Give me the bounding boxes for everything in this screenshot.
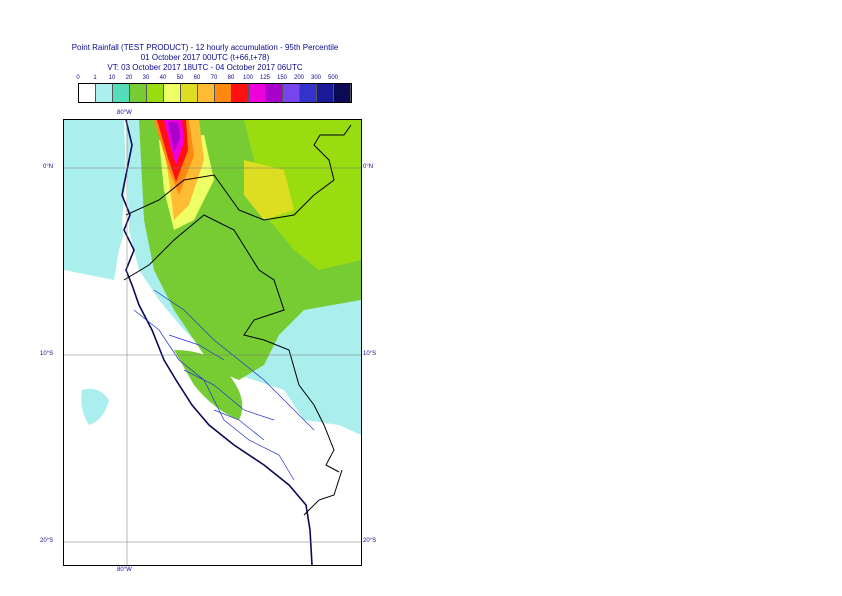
legend-label: 80: [227, 75, 235, 81]
legend-swatch: [334, 84, 351, 102]
legend-swatch: [164, 84, 181, 102]
offshore-rain-patch: [81, 388, 109, 425]
legend-swatch: [300, 84, 317, 102]
coastline: [121, 120, 313, 565]
regional-borders: [133, 289, 315, 481]
legend-label: 150: [276, 75, 288, 81]
legend-label: 1: [93, 75, 97, 81]
national-border-east: [123, 214, 340, 473]
map-svg: [64, 120, 361, 565]
lat-label-0-left: 0°N: [43, 164, 54, 170]
legend-swatch: [181, 84, 198, 102]
base-time-label: 01 October 2017 00UTC (t+66,t+78): [140, 53, 270, 62]
legend-label: 200: [293, 75, 305, 81]
legend-swatch: [266, 84, 283, 102]
lat-label-20-right: 20°S: [363, 538, 377, 544]
lat-label-10-left: 10°S: [40, 351, 54, 357]
legend-label: 70: [210, 75, 218, 81]
legend-label: 100: [242, 75, 254, 81]
lat-label-10-right: 10°S: [363, 351, 377, 357]
legend-swatch: [130, 84, 147, 102]
chart-title: Point Rainfall (TEST PRODUCT) - 12 hourl…: [71, 43, 339, 52]
legend-label: 60: [193, 75, 201, 81]
legend-label: 30: [142, 75, 150, 81]
legend-swatch: [96, 84, 113, 102]
legend-label: 300: [310, 75, 322, 81]
lat-label-0-right: 0°N: [363, 164, 374, 170]
legend-swatch: [79, 84, 96, 102]
rain-20mm-south: [174, 350, 243, 420]
rainfall-map: [63, 119, 362, 566]
legend-label: 500: [327, 75, 339, 81]
legend-swatch: [113, 84, 130, 102]
legend-swatch: [249, 84, 266, 102]
legend-swatch: [215, 84, 232, 102]
rain-150mm-area: [168, 122, 180, 152]
legend-label: 50: [176, 75, 184, 81]
legend-swatch: [147, 84, 164, 102]
legend-label: 0: [76, 75, 80, 81]
validity-time-label: VT: 03 October 2017 18UTC - 04 October 2…: [107, 63, 303, 72]
national-border-south: [303, 469, 343, 516]
legend-swatch: [317, 84, 334, 102]
lon-label-bottom: 80°W: [117, 567, 132, 573]
legend-label: 10: [108, 75, 116, 81]
legend-swatch: [198, 84, 215, 102]
legend-swatch: [283, 84, 300, 102]
lat-label-20-left: 20°S: [40, 538, 54, 544]
legend-label: 125: [259, 75, 271, 81]
color-legend: [78, 83, 352, 103]
legend-label: 40: [159, 75, 167, 81]
legend-label: 20: [125, 75, 133, 81]
legend-swatch: [232, 84, 249, 102]
rain-30mm-area: [244, 120, 361, 270]
rain-50mm-area: [244, 160, 294, 220]
lon-label-top: 80°W: [117, 110, 132, 116]
national-border-north: [125, 124, 352, 221]
